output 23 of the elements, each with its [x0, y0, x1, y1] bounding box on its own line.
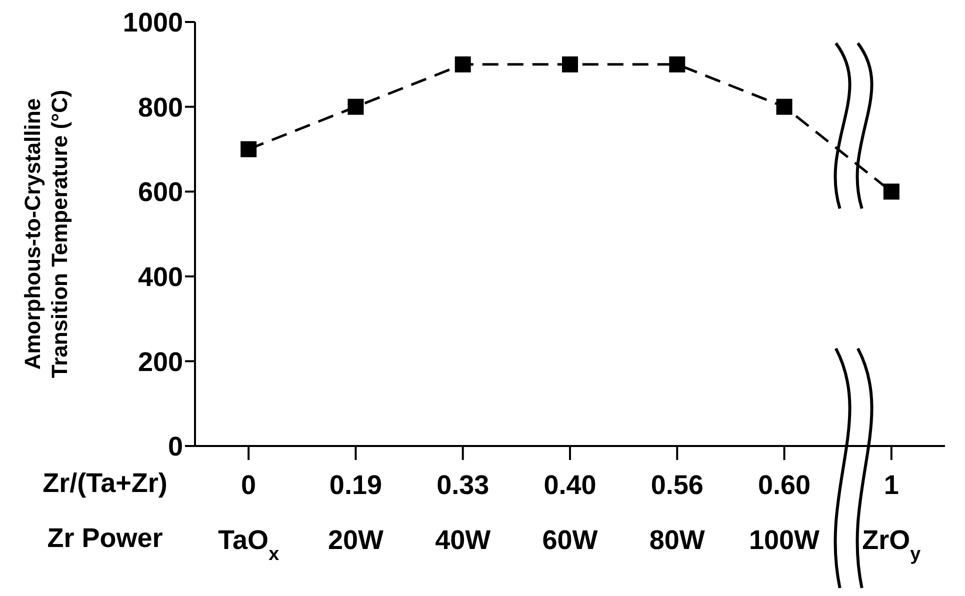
text: Zr Power	[47, 523, 164, 553]
point	[454, 56, 471, 72]
y-tick-label: 1000	[122, 8, 183, 38]
point	[348, 98, 364, 115]
point	[776, 98, 792, 115]
y-tick-label: 0	[168, 432, 183, 462]
point	[883, 184, 900, 200]
y-axis-title: Amorphous-to-Crystalline Transition Temperature (°C)	[20, 90, 72, 378]
x-tick-label: 1 ZrO$_{y}$	[862, 470, 922, 564]
x-tick-label: 0.19 20W	[328, 470, 384, 555]
point	[669, 56, 686, 72]
point	[562, 56, 578, 72]
y-tick-label: 800	[138, 92, 183, 122]
x-tick-label: 0.56 80W	[649, 470, 706, 555]
x-tick-label: 0.60 100W	[749, 470, 820, 555]
x-tick-label: 0 TaO$_{x}$	[218, 470, 280, 564]
point	[240, 141, 257, 158]
text: Zr/(Ta+Zr)	[42, 468, 168, 498]
x-tick-label: 0.33 40W	[435, 470, 492, 555]
y-tick-label: 600	[138, 177, 183, 208]
y-tick-label: 200	[138, 346, 183, 377]
y-tick-label: 400	[138, 262, 183, 292]
x-tick-label: 0.40 60W	[542, 470, 598, 555]
